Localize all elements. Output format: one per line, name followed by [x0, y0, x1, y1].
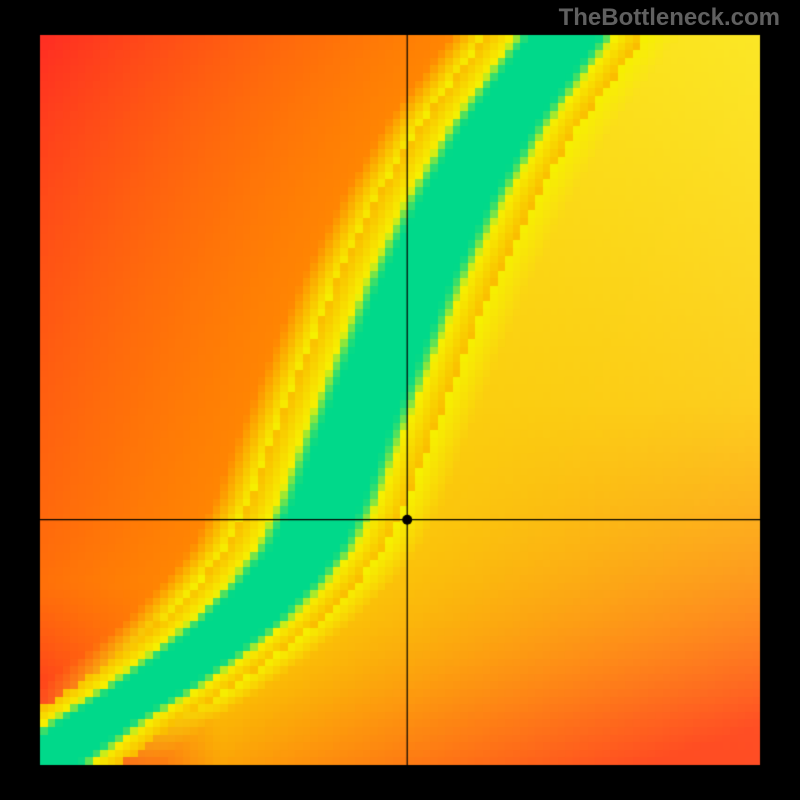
chart-container: TheBottleneck.com: [0, 0, 800, 800]
heatmap-canvas: [0, 0, 800, 800]
watermark-text: TheBottleneck.com: [559, 4, 780, 32]
